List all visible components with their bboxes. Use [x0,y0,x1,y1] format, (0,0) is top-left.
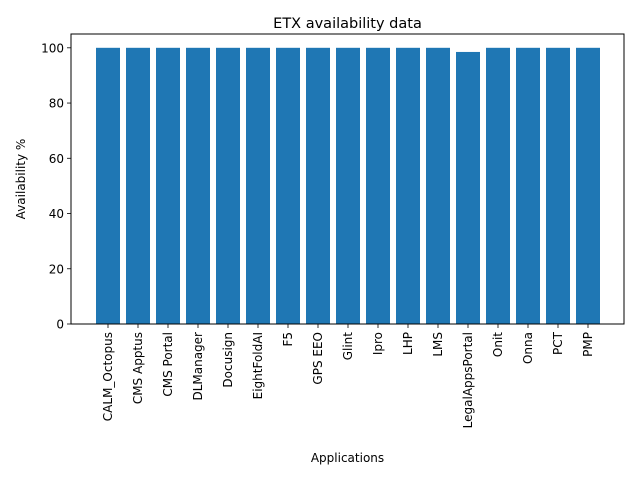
bar-eightfoldai [246,47,270,325]
bar-docusign [216,47,240,325]
bar-lms [426,47,450,325]
bar-dlmanager [186,47,210,325]
x-axis-label: Applications [311,451,384,465]
y-tick-label: 20 [49,262,64,276]
y-tick-label: 40 [49,207,64,221]
chart-title: ETX availability data [273,16,422,32]
bar-pct [546,47,570,325]
x-tick-label: Ipro [371,332,385,355]
y-axis: 0 20 40 60 80 100 [41,41,71,332]
bar-pmp [576,47,600,325]
y-tick-label: 0 [56,318,64,332]
x-tick-label: CALM_Octopus [101,332,115,421]
bar-legalappsportal [456,51,480,324]
x-tick-label: F5 [281,332,295,347]
x-tick-label: LegalAppsPortal [461,332,475,428]
x-tick-label: CMS Portal [161,332,175,397]
x-tick-label: EightFoldAI [251,332,265,399]
x-tick-label: PMP [581,332,595,357]
y-tick-label: 80 [49,97,64,111]
x-tick-label: Glint [341,332,355,361]
x-tick-label: Onit [491,332,505,357]
bar-lhp [396,47,420,325]
x-tick-label: DLManager [191,332,205,401]
x-axis: CALM_Octopus CMS Apptus CMS Portal DLManage… [101,324,595,428]
x-tick-label: PCT [551,331,565,355]
bar-glint [336,47,360,325]
x-tick-label: LHP [401,332,415,355]
bar-onit [486,47,510,325]
bar-gps-eeo [306,47,330,325]
bar-f5 [276,47,300,325]
bar-cms-apptus [126,47,150,325]
x-tick-label: LMS [431,332,445,357]
x-tick-label: CMS Apptus [131,332,145,404]
bar-ipro [366,47,390,325]
plot-frame [70,33,625,325]
bar-onna [516,47,540,325]
bar-cms-portal [156,47,180,325]
x-tick-label: Onna [521,332,535,364]
x-tick-label: GPS EEO [311,332,325,385]
bars-group [96,47,600,325]
x-tick-label: Docusign [221,332,235,388]
y-axis-label: Availability % [14,139,28,220]
bar-calm-octopus [96,47,120,325]
y-tick-label: 60 [49,152,64,166]
y-tick-label: 100 [41,41,64,55]
